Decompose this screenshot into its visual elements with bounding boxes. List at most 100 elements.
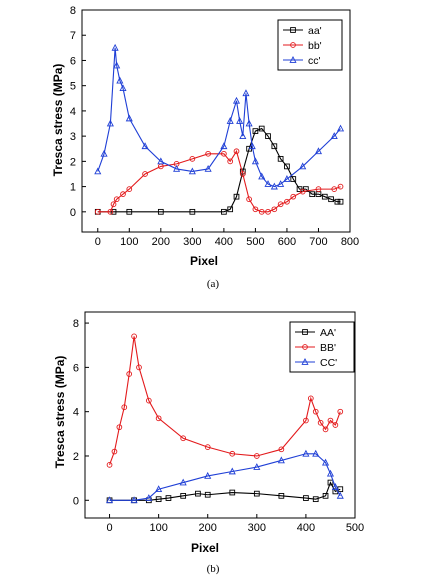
panel-a-series-3-point (258, 172, 266, 180)
panel-a-series-2-point (299, 188, 306, 195)
panel-a-series-1-point (157, 208, 164, 215)
panel-a-series-3-point (283, 175, 291, 182)
panel-b-series-3-point (326, 469, 334, 477)
panel-a-legend-marker-3 (289, 56, 297, 63)
panel-b-series-1-point (278, 492, 285, 499)
panel-b-series-2-point (332, 422, 339, 428)
panel-a-legend-label-1: aa' (308, 25, 322, 37)
panel-a-series-2-point (189, 155, 196, 162)
panel-b-series-1-point (204, 491, 211, 498)
panel-b-series-2-point (204, 444, 211, 450)
panel-a-series-2-point (113, 196, 120, 203)
panel-a-series-2-point (331, 186, 338, 192)
panel-a-series-3-point (94, 167, 102, 175)
panel-a-series-3-point (330, 132, 338, 139)
panel-b-series-2-point (136, 364, 142, 371)
panel-a-series-2-point (107, 208, 114, 215)
panel-a-series-1-point (265, 133, 271, 139)
panel-b-series-2-point (121, 404, 128, 411)
panel-a-x-tick-label: 100 (120, 236, 138, 248)
panel-b-legend-label-3: CC' (320, 357, 337, 369)
panel-b-series-3-point (322, 458, 330, 466)
panel-a-series-2-point (227, 158, 234, 165)
panel-a-series-3-point (239, 132, 247, 139)
panel-b-legend-marker-1 (302, 329, 308, 335)
panel-a-series-2-point (110, 201, 117, 208)
panel-a-series-line-2 (97, 149, 341, 213)
panel-b-x-axis-title: Pixel (191, 541, 219, 555)
panel-a-series-2-point (315, 186, 322, 192)
panel-b-series-2-point (307, 395, 314, 402)
panel-a-series-1-point (110, 208, 117, 215)
panel-a-series-1-point (309, 191, 316, 198)
panel-b-series-line-3 (109, 453, 341, 501)
panel-b-x-tick-label: 100 (149, 522, 167, 534)
panel-a-series-2-point (277, 201, 284, 208)
panel-a: 0 100 200 300 400 500 600 700 800 0 1 2 3 4 5 6 7 8 aa' bb'… (51, 5, 359, 290)
panel-a-series-1-point (328, 196, 334, 203)
panel-a-series-2-point (126, 186, 133, 192)
panel-a-y-tick-label: 8 (70, 5, 76, 17)
panel-b-series-2-point (253, 453, 260, 459)
panel-b-series-2-point (317, 419, 324, 426)
panel-a-series-3-point (277, 180, 285, 187)
panel-a-series-1-point (321, 193, 328, 200)
panel-b-series-2-point (229, 450, 236, 457)
panel-a-y-tick-label: 6 (70, 55, 76, 67)
panel-a-legend-marker-1 (290, 27, 296, 33)
panel-a-y-tick-label: 0 (70, 207, 76, 219)
panel-a-x-axis-title: Pixel (190, 254, 218, 268)
panel-b-series-3-point (312, 449, 320, 457)
panel-b-series-2-point (106, 461, 113, 468)
panel-a-series-3-point (111, 43, 119, 51)
panel-a-y-tick-label: 2 (70, 156, 76, 168)
panel-b-series-3-point (106, 496, 114, 504)
panel-a-series-2-point (239, 171, 246, 177)
panel-a-series-1-point (334, 198, 341, 205)
panel-a-series-1-point (277, 155, 284, 162)
panel-b-series-2-point (116, 424, 123, 431)
panel-b-x-tick-label: 400 (297, 522, 315, 534)
panel-a-series-3-point (299, 162, 307, 170)
panel-a-series-2-point (265, 208, 271, 215)
panel-a-series-2-point (284, 198, 290, 205)
panel-b-series-3-point (302, 449, 310, 457)
panel-b-y-axis-title: Tresca stress (MPa) (53, 356, 67, 469)
panel-b-series-3-point (179, 478, 187, 486)
panel-a-series-3-point (242, 89, 250, 97)
panel-a-legend-label-3: cc' (308, 55, 321, 67)
panel-b-y-tick-label: 2 (73, 451, 79, 463)
panel-b: 0 100 200 300 400 500 0 2 4 6 8 AA' BB' CC' Pixel Tre… (53, 311, 364, 575)
panel-a-series-3-point (232, 96, 241, 104)
panel-a-x-tick-label: 800 (341, 236, 359, 248)
panel-b-x-tick-label: 500 (346, 522, 364, 534)
panel-a-series-2-point (337, 183, 344, 190)
panel-a-series-3-point (248, 142, 256, 150)
panel-a-y-tick-label: 3 (70, 131, 76, 143)
panel-b-series-1-point (253, 490, 260, 497)
panel-a-series-1-point (126, 208, 133, 215)
panel-a-series-2-point (233, 148, 240, 155)
panel-a-series-2-point (290, 193, 297, 200)
panel-b-legend-marker-3 (301, 358, 309, 365)
panel-a-series-3-point (157, 157, 165, 165)
panel-a-y-tick-label: 5 (70, 81, 76, 93)
panel-a-series-3-point (125, 114, 133, 122)
panel-a-series-3-point (141, 142, 149, 150)
panel-b-series-2-point (303, 417, 309, 424)
panel-a-series-3-point (173, 164, 181, 172)
panel-b-series-3-point (336, 491, 344, 499)
panel-b-series-3-point (331, 483, 339, 490)
panel-b-series-2-point (327, 417, 334, 424)
panel-b-series-line-2 (109, 336, 341, 466)
panel-b-series-1-point (229, 489, 236, 496)
panel-b-legend-marker-2 (302, 344, 308, 350)
panel-b-series-2-point (155, 415, 162, 422)
panel-b-series-1-point (337, 486, 344, 493)
panel-a-series-1-point (233, 193, 240, 200)
panel-a-series-3-point (251, 157, 259, 165)
panel-a-series-3-point (264, 180, 272, 187)
panel-b-series-2-point (131, 333, 137, 340)
panel-a-series-3-point (314, 147, 323, 155)
